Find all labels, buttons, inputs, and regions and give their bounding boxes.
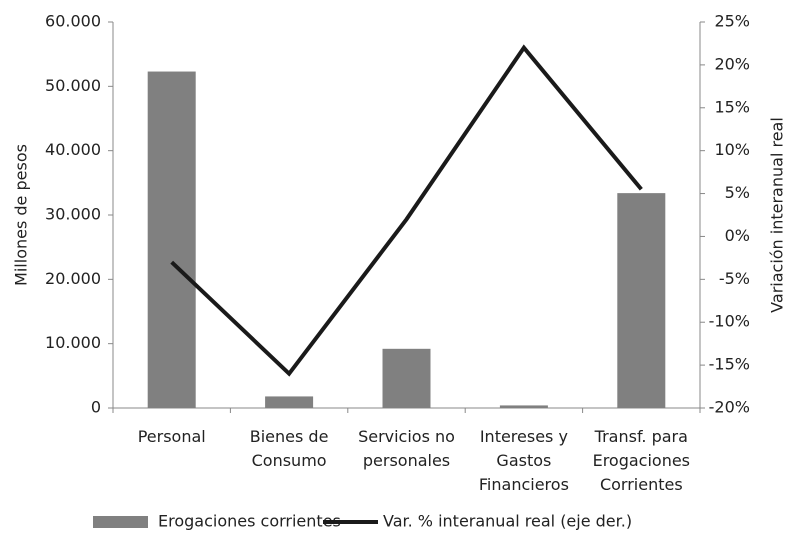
y-tick-label: 10.000 [45,333,101,352]
bar [265,396,314,408]
y2-tick-label: 10% [714,140,750,159]
legend-swatch [93,516,148,528]
x-tick-label: Personal [138,427,206,446]
y2-tick-label: -5% [719,269,750,288]
y2-tick-label: 20% [714,54,750,73]
y2-axis-label: Variación interanual real [768,117,787,313]
legend-label: Erogaciones corrientes [158,512,341,531]
x-tick-label: Intereses y Gastos Financieros [479,427,569,494]
y-tick-label: 60.000 [45,12,101,31]
bar [147,71,196,408]
y-tick-label: 40.000 [45,140,101,159]
y2-tick-label: -20% [709,398,750,417]
y2-tick-label: 0% [725,226,750,245]
y2-tick-label: 25% [714,12,750,31]
y-tick-label: 0 [91,398,101,417]
y-tick-label: 50.000 [45,76,101,95]
line [170,44,643,377]
x-tick-label: Servicios no personales [358,427,455,470]
x-tick-label: Bienes de Consumo [250,427,329,470]
y2-tick-label: -15% [709,355,750,374]
y-tick-label: 30.000 [45,205,101,224]
bar [499,405,548,408]
x-tick-label: Transf. para Erogaciones Corrientes [593,427,690,494]
bar [382,348,431,408]
bar [617,193,666,408]
y-axis-label: Millones de pesos [12,144,31,286]
y2-tick-label: 15% [714,97,750,116]
y-tick-label: 20.000 [45,269,101,288]
legend-label: Var. % interanual real (eje der.) [383,512,632,531]
y2-tick-label: -10% [709,312,750,331]
y2-tick-label: 5% [725,183,750,202]
